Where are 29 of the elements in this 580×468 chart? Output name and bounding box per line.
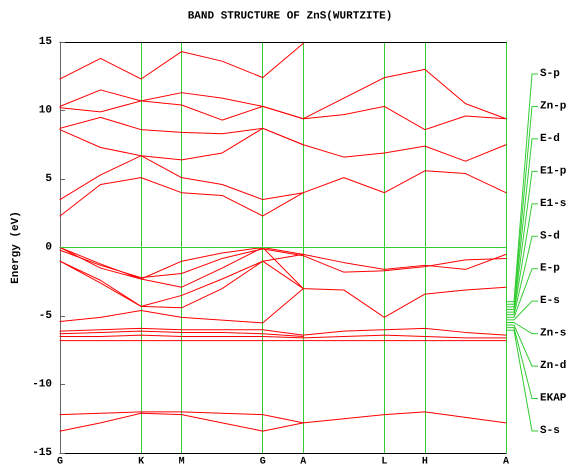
x-tick-label: G xyxy=(260,456,266,468)
text: E1-p xyxy=(540,165,567,178)
y-tick-label: -15 xyxy=(32,447,52,459)
y-axis-title: Energy (eV) xyxy=(10,211,22,284)
y-tick-label: -5 xyxy=(38,310,52,322)
chart-title: BAND STRUCTURE OF ZnS(WURTZITE) xyxy=(188,10,392,22)
text: E-p xyxy=(540,262,560,275)
x-tick-label: A xyxy=(502,456,510,468)
x-tick-label: K xyxy=(138,456,144,468)
y-tick-label: 5 xyxy=(45,173,52,185)
text: Zn-s xyxy=(540,328,566,340)
text: E-d xyxy=(540,132,560,145)
y-tick-label: 0 xyxy=(45,242,52,254)
x-tick-label: A xyxy=(300,456,306,468)
y-tick-label: 15 xyxy=(38,36,52,48)
y-tick-label: -10 xyxy=(32,378,52,390)
text: Zn-d xyxy=(540,360,566,372)
y-tick-label: 10 xyxy=(38,104,52,116)
text: S-p xyxy=(540,68,560,80)
text: E-s xyxy=(540,295,560,308)
text: S-s xyxy=(540,425,560,437)
text: E1-s xyxy=(540,198,566,210)
text: EKAP xyxy=(540,392,567,405)
text: S-d xyxy=(540,230,560,242)
x-tick-label: M xyxy=(178,456,185,468)
x-tick-label: L xyxy=(381,456,388,468)
x-tick-label: G xyxy=(56,456,64,468)
x-tick-label: H xyxy=(422,456,428,468)
text: Zn-p xyxy=(540,100,567,112)
